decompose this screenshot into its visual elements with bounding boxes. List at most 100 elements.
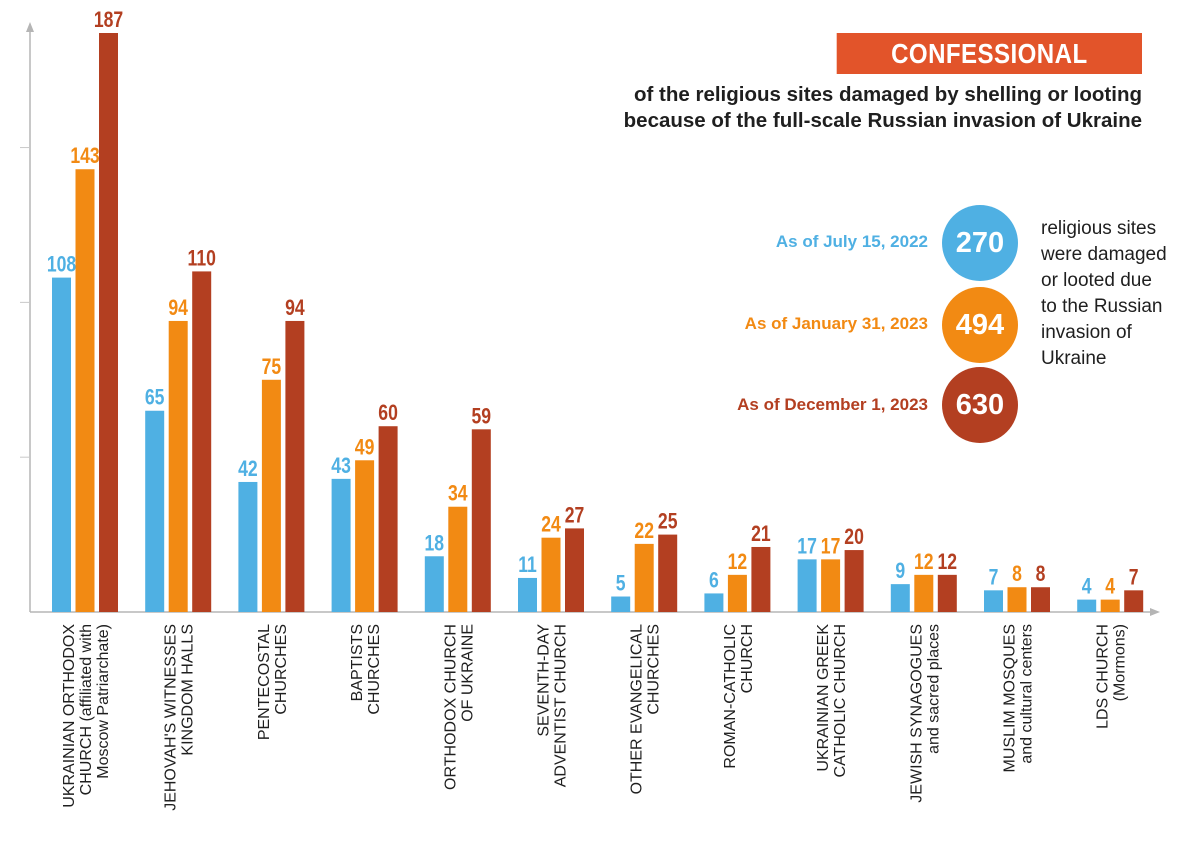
category-label-1-line-0: JEHOVAH'S WITNESSES <box>163 624 180 811</box>
bar-5-1 <box>541 537 561 612</box>
bar-0-0 <box>52 277 71 612</box>
category-label-9-line-1: and sacred places <box>925 624 942 754</box>
legend-label-jan-2023: As of January 31, 2023 <box>744 314 928 333</box>
value-label-7-2: 21 <box>751 522 771 546</box>
bar-3-1 <box>355 460 375 612</box>
y-axis-arrow <box>26 22 34 32</box>
category-label-3: BAPTISTSCHURCHES <box>349 624 383 715</box>
chart-subtitle: of the religious sites damaged by shelli… <box>502 82 1142 134</box>
category-label-4-line-1: OF UKRAINE <box>459 624 476 722</box>
value-label-3-2: 60 <box>378 401 398 425</box>
category-label-10-line-0: MUSLIM MOSQUES <box>1002 624 1019 772</box>
category-label-0: UKRAINIAN ORTHODOXCHURCH (affiliated wit… <box>61 624 112 808</box>
value-label-11-1: 4 <box>1105 575 1115 599</box>
bar-2-2 <box>285 320 305 612</box>
legend-note: religious sites were damaged or looted d… <box>1041 218 1167 369</box>
legend-label-jul-2022: As of July 15, 2022 <box>775 232 928 251</box>
value-label-7-0: 6 <box>709 569 719 593</box>
bar-10-2 <box>1031 587 1050 612</box>
value-label-2-1: 75 <box>262 355 282 379</box>
value-label-3-1: 49 <box>355 436 375 460</box>
category-label-1-line-1: KINGDOM HALLS <box>180 624 197 756</box>
value-label-6-0: 5 <box>616 572 626 596</box>
bar-3-2 <box>378 426 398 612</box>
legend-total-jul-2022: 270 <box>942 205 1018 281</box>
value-label-3-0: 43 <box>331 454 351 478</box>
chart-title: CONFESSIONAL AFFILIATION <box>836 33 1142 110</box>
legend-label-dec-2023: As of December 1, 2023 <box>737 395 928 414</box>
category-label-4-line-0: ORTHODOX CHURCH <box>442 624 459 790</box>
bar-11-1 <box>1100 599 1120 612</box>
bar-1-0 <box>145 410 165 612</box>
bar-7-1 <box>727 574 747 612</box>
bar-11-2 <box>1124 590 1144 612</box>
category-label-2-line-0: PENTECOSTAL <box>256 624 273 740</box>
category-label-0-line-0: UKRAINIAN ORTHODOX <box>61 624 78 808</box>
bar-9-1 <box>914 574 934 612</box>
value-label-8-1: 17 <box>821 535 841 559</box>
category-label-5-line-1: ADVENTIST CHURCH <box>553 624 570 787</box>
value-label-6-1: 22 <box>634 519 654 543</box>
category-label-7-line-0: ROMAN-CATHOLIC <box>722 624 739 769</box>
value-label-4-2: 59 <box>472 405 492 429</box>
bar-8-1 <box>821 559 841 612</box>
value-label-6-2: 25 <box>658 510 678 534</box>
category-label-0-line-1: CHURCH (affiliated with <box>78 624 95 795</box>
category-label-8-line-0: UKRAINIAN GREEK <box>815 624 832 772</box>
bar-2-1 <box>261 379 281 612</box>
value-label-2-0: 42 <box>238 457 258 481</box>
value-label-9-1: 12 <box>914 550 934 574</box>
category-label-5: SEVENTH-DAYADVENTIST CHURCH <box>536 624 570 788</box>
category-label-2: PENTECOSTALCHURCHES <box>256 624 290 740</box>
bar-0-2 <box>99 33 118 612</box>
category-label-6-line-1: CHURCHES <box>646 624 663 715</box>
value-label-1-0: 65 <box>145 386 165 410</box>
bar-4-0 <box>424 556 444 612</box>
bar-4-2 <box>471 429 491 612</box>
category-label-2-line-1: CHURCHES <box>273 624 290 715</box>
bar-4-1 <box>448 506 468 612</box>
value-label-0-2: 187 <box>94 8 123 32</box>
bar-10-1 <box>1007 587 1027 612</box>
bar-5-2 <box>565 528 584 612</box>
value-label-9-2: 12 <box>938 550 958 574</box>
chart-axes <box>26 22 1160 616</box>
value-label-8-0: 17 <box>797 535 817 559</box>
category-label-11-line-0: LDS CHURCH <box>1095 624 1112 729</box>
value-label-11-0: 4 <box>1082 575 1092 599</box>
bar-6-2 <box>658 534 678 612</box>
bar-7-2 <box>751 546 771 612</box>
category-label-9: JEWISH SYNAGOGUESand sacred places <box>908 624 942 803</box>
value-label-5-0: 11 <box>518 553 537 577</box>
category-label-4: ORTHODOX CHURCHOF UKRAINE <box>442 624 476 790</box>
value-label-4-1: 34 <box>448 482 468 506</box>
bar-1-1 <box>168 320 188 612</box>
legend-total-dec-2023: 630 <box>942 367 1018 443</box>
value-label-0-1: 143 <box>70 144 99 168</box>
category-label-11: LDS CHURCH(Mormons) <box>1095 624 1129 729</box>
category-labels: UKRAINIAN ORTHODOXCHURCH (affiliated wit… <box>61 624 1129 811</box>
bar-10-0 <box>984 590 1003 612</box>
bar-1-2 <box>192 271 212 612</box>
category-label-8-line-1: CATHOLIC CHURCH <box>832 624 849 777</box>
category-label-11-line-1: (Mormons) <box>1112 624 1129 701</box>
category-label-1: JEHOVAH'S WITNESSESKINGDOM HALLS <box>163 624 197 811</box>
bar-8-2 <box>844 550 864 612</box>
value-label-5-2: 27 <box>565 504 585 528</box>
value-label-5-1: 24 <box>541 513 561 537</box>
value-label-4-0: 18 <box>425 531 445 555</box>
category-label-0-line-2: Moscow Patriarchate) <box>95 624 112 779</box>
bar-6-0 <box>611 596 631 612</box>
legend-total-jan-2023: 494 <box>942 287 1018 363</box>
value-label-0-0: 108 <box>47 253 76 277</box>
value-label-8-2: 20 <box>844 525 864 549</box>
category-label-7: ROMAN-CATHOLICCHURCH <box>722 624 756 769</box>
category-label-10-line-1: and cultural centers <box>1019 624 1036 764</box>
value-label-10-2: 8 <box>1036 562 1046 586</box>
x-axis-arrow <box>1150 608 1160 616</box>
y-ticks <box>20 147 30 458</box>
bars-group <box>52 33 1144 612</box>
category-label-6-line-0: OTHER EVANGELICAL <box>629 624 646 795</box>
